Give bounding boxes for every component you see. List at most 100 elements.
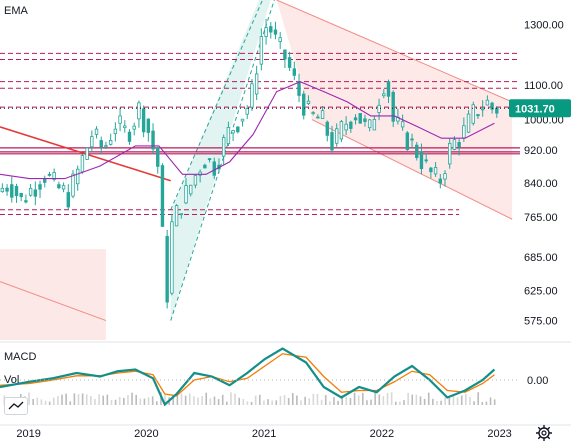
candle-body bbox=[38, 184, 42, 190]
candle-body bbox=[207, 158, 212, 161]
candle-body bbox=[198, 171, 202, 176]
volume-bar bbox=[349, 397, 352, 405]
up-channel-lower bbox=[170, 0, 275, 321]
volume-bar bbox=[131, 392, 133, 405]
price-badge-label: 1031.70 bbox=[515, 103, 555, 115]
macd-indicator-label[interactable]: MACD bbox=[4, 351, 37, 363]
candle-body bbox=[151, 130, 155, 150]
candle-body bbox=[231, 130, 235, 134]
volume-bar bbox=[52, 397, 55, 405]
volume-bar bbox=[460, 395, 463, 405]
candle-body bbox=[278, 37, 282, 42]
volume-bar bbox=[337, 400, 339, 405]
candle-body bbox=[19, 193, 23, 198]
candle-body bbox=[471, 104, 475, 124]
volume-bar bbox=[287, 398, 290, 405]
candle-body bbox=[184, 185, 188, 204]
candle-body bbox=[476, 114, 480, 117]
pan-icon bbox=[8, 401, 24, 410]
candle-body bbox=[221, 137, 226, 157]
volume-bar bbox=[221, 394, 224, 405]
volume-bar bbox=[155, 401, 158, 405]
volume-bar bbox=[106, 394, 109, 405]
volume-bar bbox=[254, 395, 257, 405]
candle-body bbox=[76, 168, 80, 185]
candle-body bbox=[165, 235, 169, 303]
volume-bar bbox=[135, 394, 137, 405]
volume-bar bbox=[209, 398, 212, 405]
candle-body bbox=[419, 151, 424, 170]
volume-bar bbox=[151, 396, 154, 405]
candle-body bbox=[61, 185, 66, 190]
price-tick-label: 840.00 bbox=[524, 178, 558, 190]
volume-bar bbox=[378, 394, 381, 405]
candle-body bbox=[424, 159, 428, 162]
candle-body bbox=[99, 140, 103, 148]
candle-body bbox=[24, 200, 28, 203]
candle-body bbox=[43, 179, 47, 183]
volume-bar bbox=[374, 392, 376, 405]
price-tick-label: 575.00 bbox=[524, 316, 558, 328]
candle-body bbox=[179, 213, 183, 216]
volume-bar bbox=[370, 399, 372, 405]
candle-body bbox=[292, 68, 297, 76]
candle-body bbox=[485, 99, 490, 106]
candle-body bbox=[113, 128, 118, 135]
candle-body bbox=[462, 125, 466, 139]
candle-body bbox=[457, 142, 461, 148]
volume-bar bbox=[180, 393, 183, 405]
volume-bar bbox=[110, 399, 113, 405]
candle-body bbox=[264, 27, 268, 37]
candle-body bbox=[358, 113, 362, 124]
candle-body bbox=[250, 83, 254, 108]
volume-bar bbox=[48, 401, 51, 405]
volume-bar bbox=[493, 399, 496, 405]
time-tick-label: 2019 bbox=[16, 428, 40, 440]
time-tick-label: 2023 bbox=[487, 428, 511, 440]
price-tick-label: 920.00 bbox=[524, 145, 558, 157]
volume-bar bbox=[415, 394, 418, 405]
volume-bar bbox=[444, 396, 447, 405]
candle-body bbox=[236, 126, 240, 133]
volume-bar bbox=[201, 396, 203, 405]
candle-body bbox=[160, 165, 165, 227]
volume-bar bbox=[419, 396, 422, 405]
candle-body bbox=[193, 175, 198, 186]
volume-bar bbox=[102, 395, 105, 405]
candle-body bbox=[146, 118, 151, 133]
time-tick-label: 2020 bbox=[134, 428, 158, 440]
pan-button[interactable] bbox=[4, 397, 28, 415]
candle-body bbox=[90, 136, 94, 148]
ema-indicator-label[interactable]: EMA bbox=[4, 5, 28, 17]
volume-bar bbox=[184, 395, 187, 405]
down-channel-lower bbox=[311, 119, 513, 220]
volume-indicator-label[interactable]: Vol bbox=[4, 374, 20, 386]
down-channel-upper bbox=[276, 0, 513, 103]
volume-bar bbox=[320, 399, 323, 405]
volume-bar bbox=[205, 392, 208, 405]
volume-bar bbox=[308, 398, 311, 405]
macd-tick-label: 0.00 bbox=[527, 375, 548, 387]
signal-line bbox=[0, 353, 495, 397]
volume-bar bbox=[127, 395, 129, 405]
volume-bar bbox=[217, 399, 220, 405]
price-tick-label: 625.00 bbox=[524, 285, 558, 297]
time-tick-label: 2021 bbox=[252, 428, 276, 440]
candle-body bbox=[490, 102, 494, 110]
candle-body bbox=[254, 73, 259, 95]
volume-bar bbox=[353, 392, 356, 405]
volume-bar bbox=[283, 395, 286, 405]
time-tick-label: 2022 bbox=[370, 428, 394, 440]
volume-bar bbox=[271, 400, 273, 405]
volume-bar bbox=[81, 393, 84, 405]
volume-bar bbox=[193, 396, 195, 405]
volume-bar bbox=[432, 398, 434, 405]
gear-icon[interactable] bbox=[535, 424, 553, 442]
price-badge bbox=[509, 99, 571, 118]
volume-bar bbox=[436, 400, 438, 405]
volume-bar bbox=[366, 400, 368, 405]
candle-body bbox=[325, 121, 329, 136]
candle-body bbox=[283, 49, 287, 60]
